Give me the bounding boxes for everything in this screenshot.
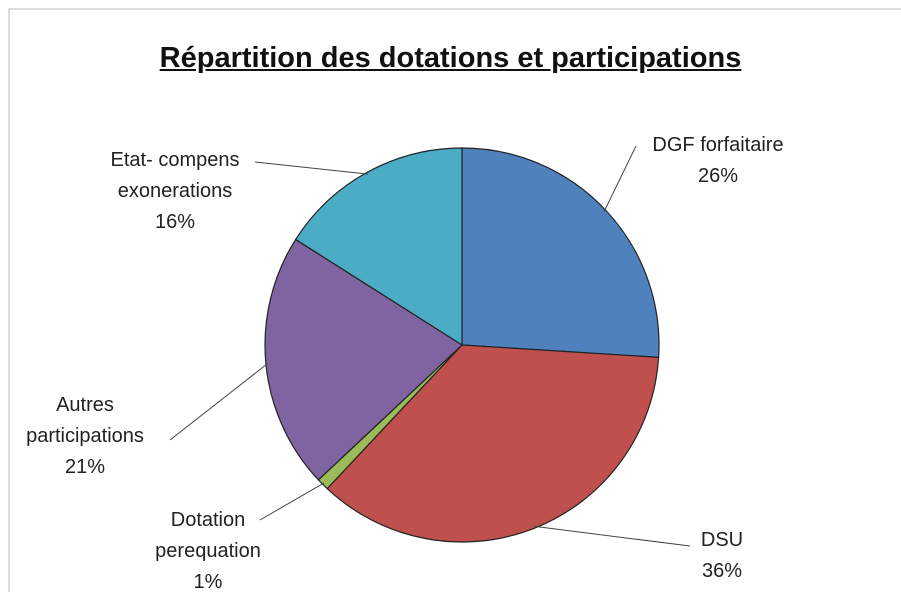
leader-line (259, 482, 325, 521)
chart-title: Répartition des dotations et participati… (159, 42, 742, 74)
leader-line (254, 161, 369, 175)
slice-label: Autres participations (26, 394, 144, 447)
leader-line (603, 145, 637, 212)
pie-slice (264, 238, 463, 481)
pie-slice (294, 147, 463, 347)
slice-value-label: 21% (64, 456, 106, 478)
slice-value-label: 36% (701, 560, 743, 582)
slice-value-label: 1% (193, 571, 223, 592)
chart-frame (8, 8, 901, 592)
pie-slice (326, 344, 660, 543)
leader-line (169, 362, 269, 441)
slice-label: Dotation perequation (155, 509, 261, 562)
pie-slice (461, 147, 660, 359)
slice-label: Etat- compens exonerations (110, 149, 240, 202)
leader-line (533, 525, 691, 547)
slice-label: DGF forfaitaire (652, 134, 784, 156)
slice-value-label: 26% (697, 165, 739, 187)
slice-value-label: 16% (154, 211, 196, 233)
slice-label: DSU (700, 529, 744, 551)
